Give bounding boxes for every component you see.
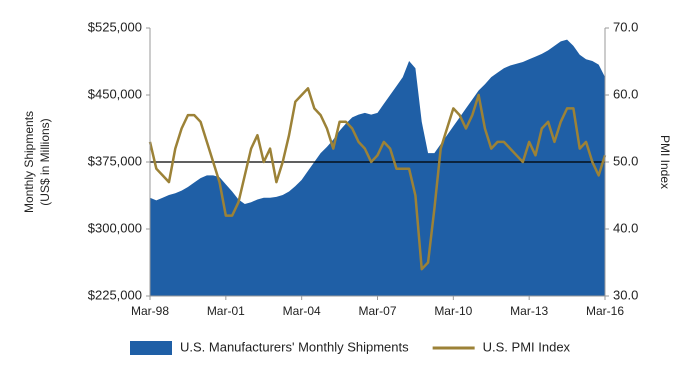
y-axis-title: (US$ in Millions) <box>38 118 52 205</box>
legend-label: U.S. PMI Index <box>483 339 571 354</box>
legend-label: U.S. Manufacturers' Monthly Shipments <box>180 339 409 354</box>
x-tick-label: Mar-04 <box>283 304 321 318</box>
y-tick-label: $525,000 <box>88 19 142 34</box>
y2-tick-label: 40.0 <box>613 220 638 235</box>
y2-axis-title: PMI Index <box>658 135 672 189</box>
y-tick-label: $300,000 <box>88 220 142 235</box>
line <box>148 87 607 271</box>
y-tick-label: $450,000 <box>88 86 142 101</box>
x-tick-label: Mar-98 <box>131 304 169 318</box>
y-tick-label: $225,000 <box>88 287 142 302</box>
y-tick-label: $375,000 <box>88 153 142 168</box>
x-tick-label: Mar-13 <box>510 304 548 318</box>
y2-tick-label: 30.0 <box>613 287 638 302</box>
area <box>150 39 605 296</box>
x-tick-label: Mar-07 <box>358 304 396 318</box>
x-tick-label: Mar-10 <box>434 304 472 318</box>
y2-tick-label: 60.0 <box>613 86 638 101</box>
x-tick-label: Mar-16 <box>586 304 624 318</box>
y2-tick-label: 70.0 <box>613 19 638 34</box>
legend-swatch <box>130 341 172 355</box>
y2-tick-label: 50.0 <box>613 153 638 168</box>
y-axis-title: Monthly Shipments <box>22 111 36 213</box>
x-tick-label: Mar-01 <box>207 304 245 318</box>
